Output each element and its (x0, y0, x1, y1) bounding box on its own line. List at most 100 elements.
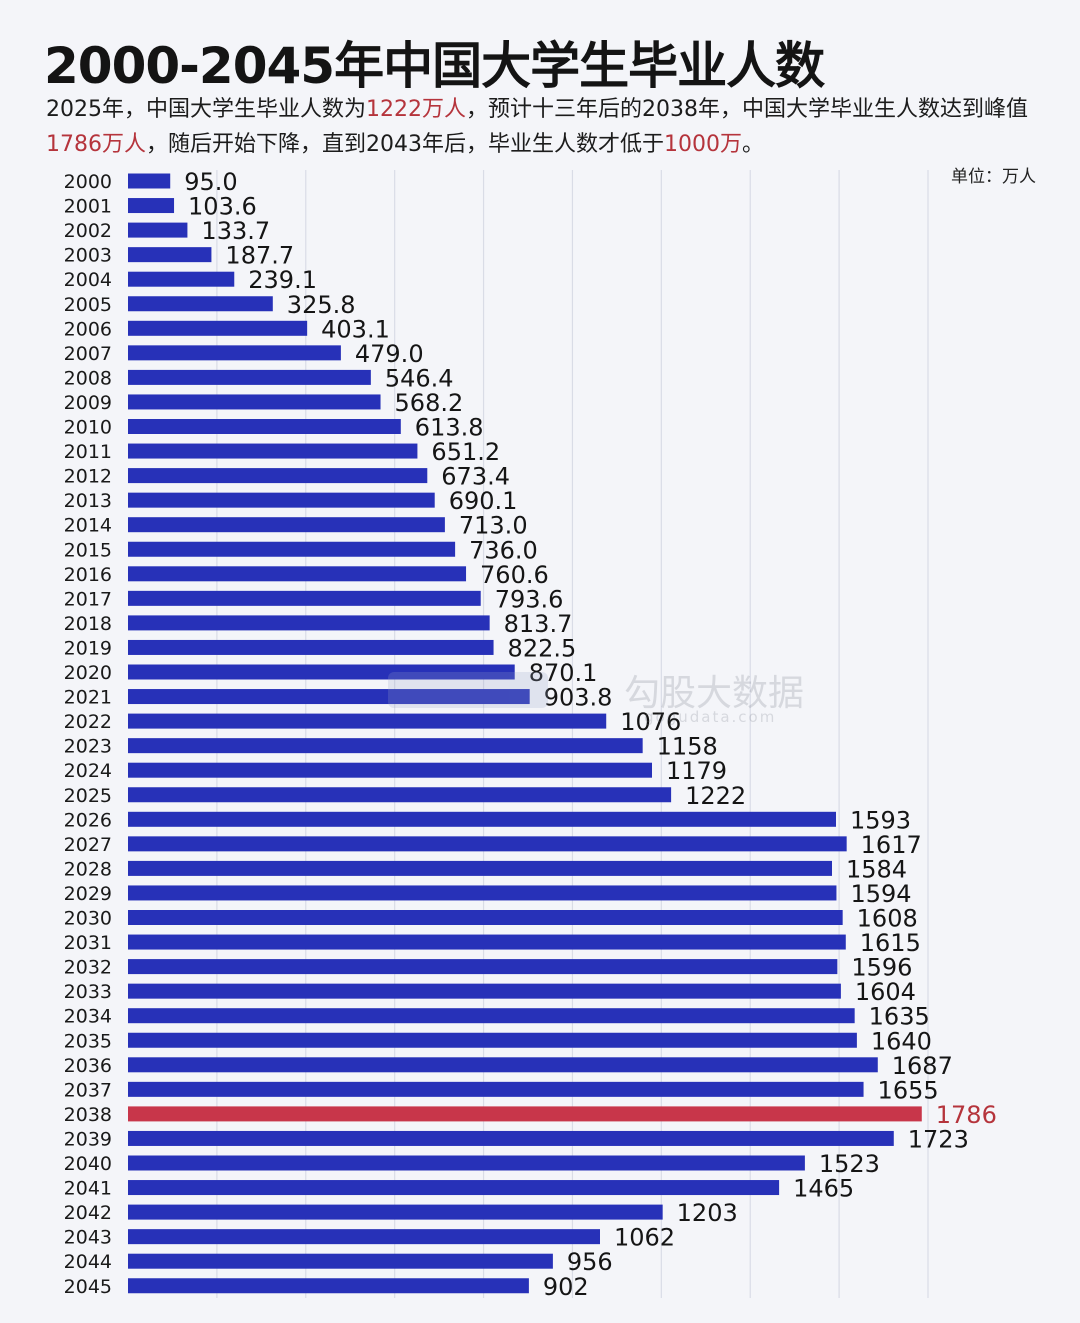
category-label-2044: 2044 (64, 1251, 112, 1273)
bar-2007 (128, 345, 341, 361)
bar-2006 (128, 320, 308, 336)
value-label-2002: 133.7 (201, 217, 270, 245)
bar-2018 (128, 615, 490, 631)
bar-2024 (128, 762, 652, 778)
category-label-2015: 2015 (64, 539, 112, 561)
value-label-2041: 1465 (793, 1175, 854, 1203)
value-label-2025: 1222 (685, 782, 746, 810)
category-label-2009: 2009 (64, 392, 112, 414)
bar-2021 (128, 689, 530, 705)
value-label-2043: 1062 (614, 1224, 675, 1252)
bar-2005 (128, 296, 273, 312)
category-label-2034: 2034 (64, 1006, 112, 1028)
chart-title: 2000-2045年中国大学生毕业人数 (44, 37, 825, 95)
category-label-2005: 2005 (64, 294, 112, 316)
bar-2042 (128, 1204, 663, 1220)
value-label-2044: 956 (567, 1248, 613, 1276)
category-label-2019: 2019 (64, 637, 112, 659)
value-label-2019: 822.5 (508, 634, 577, 662)
bar-2045 (128, 1278, 529, 1294)
category-label-2031: 2031 (64, 932, 112, 954)
bar-2034 (128, 1008, 855, 1024)
value-label-2040: 1523 (819, 1150, 880, 1178)
category-label-2010: 2010 (64, 417, 112, 439)
category-label-2030: 2030 (64, 908, 112, 930)
category-label-2016: 2016 (64, 564, 112, 586)
value-label-2028: 1584 (846, 855, 907, 883)
value-label-2036: 1687 (892, 1052, 953, 1080)
bar-2022 (128, 713, 607, 729)
category-label-2007: 2007 (64, 343, 112, 365)
value-label-2017: 793.6 (495, 585, 564, 613)
value-label-2030: 1608 (857, 905, 918, 933)
category-label-2014: 2014 (64, 515, 112, 537)
bar-2000 (128, 173, 171, 189)
bar-2016 (128, 566, 467, 582)
category-label-2024: 2024 (64, 760, 112, 782)
category-label-2013: 2013 (64, 490, 112, 512)
subtitle-highlight-peak-value: 1786万人 (46, 132, 146, 157)
bar-2041 (128, 1180, 780, 1196)
value-label-2039: 1723 (908, 1125, 969, 1153)
chart-subtitle: 2025年，中国大学生毕业人数为1222万人，预计十三年后的2038年，中国大学… (46, 92, 1046, 162)
category-label-2017: 2017 (64, 588, 112, 610)
category-label-2022: 2022 (64, 711, 112, 733)
value-label-2037: 1655 (878, 1076, 939, 1104)
value-label-2007: 479.0 (355, 340, 424, 368)
value-label-2033: 1604 (855, 978, 916, 1006)
category-label-2008: 2008 (64, 367, 112, 389)
bar-2023 (128, 738, 643, 754)
value-label-2003: 187.7 (225, 242, 294, 270)
value-label-2014: 713.0 (459, 512, 528, 540)
value-label-2045: 902 (543, 1273, 589, 1301)
category-label-2004: 2004 (64, 269, 112, 291)
bar-2017 (128, 590, 481, 606)
value-label-2035: 1640 (871, 1027, 932, 1055)
value-label-2038: 1786 (936, 1101, 997, 1129)
value-label-2005: 325.8 (287, 291, 356, 319)
value-label-2008: 546.4 (385, 364, 454, 392)
value-label-2034: 1635 (869, 1003, 930, 1031)
category-label-2011: 2011 (64, 441, 112, 463)
value-label-2011: 651.2 (431, 438, 500, 466)
value-label-2023: 1158 (657, 733, 718, 761)
category-label-2038: 2038 (64, 1104, 112, 1126)
value-label-2020: 870.1 (529, 659, 598, 687)
category-label-2043: 2043 (64, 1227, 112, 1249)
bar-2008 (128, 369, 371, 385)
bar-2033 (128, 983, 841, 999)
category-label-2037: 2037 (64, 1079, 112, 1101)
value-label-2031: 1615 (860, 929, 921, 957)
category-label-2012: 2012 (64, 466, 112, 488)
bar-2039 (128, 1130, 894, 1146)
value-label-2032: 1596 (851, 954, 912, 982)
category-label-2027: 2027 (64, 834, 112, 856)
value-label-2016: 760.6 (480, 561, 549, 589)
value-label-2001: 103.6 (188, 193, 257, 221)
subtitle-text-4: 。 (742, 132, 765, 157)
bar-2037 (128, 1081, 864, 1097)
category-label-2036: 2036 (64, 1055, 112, 1077)
bar-2004 (128, 271, 235, 287)
category-label-2026: 2026 (64, 809, 112, 831)
value-label-2018: 813.7 (504, 610, 573, 638)
category-label-2002: 2002 (64, 220, 112, 242)
category-label-2033: 2033 (64, 981, 112, 1003)
value-label-2026: 1593 (850, 806, 911, 834)
value-label-2010: 613.8 (415, 414, 484, 442)
bar-2035 (128, 1032, 857, 1048)
bar-2040 (128, 1155, 805, 1171)
value-label-2022: 1076 (620, 708, 681, 736)
category-label-2003: 2003 (64, 245, 112, 267)
subtitle-text-3: ，随后开始下降，直到2043年后，毕业生人数才低于 (146, 132, 664, 157)
bar-2011 (128, 443, 418, 459)
bar-2014 (128, 517, 445, 533)
subtitle-highlight-2025-value: 1222万人 (366, 97, 466, 122)
bar-2020 (128, 664, 515, 680)
subtitle-text-2: ，预计十三年后的2038年，中国大学毕业生人数达到峰值 (466, 97, 1028, 122)
category-label-2039: 2039 (64, 1128, 112, 1150)
bar-2019 (128, 639, 494, 655)
value-label-2013: 690.1 (449, 487, 518, 515)
category-label-2040: 2040 (64, 1153, 112, 1175)
bar-2038 (128, 1106, 922, 1122)
